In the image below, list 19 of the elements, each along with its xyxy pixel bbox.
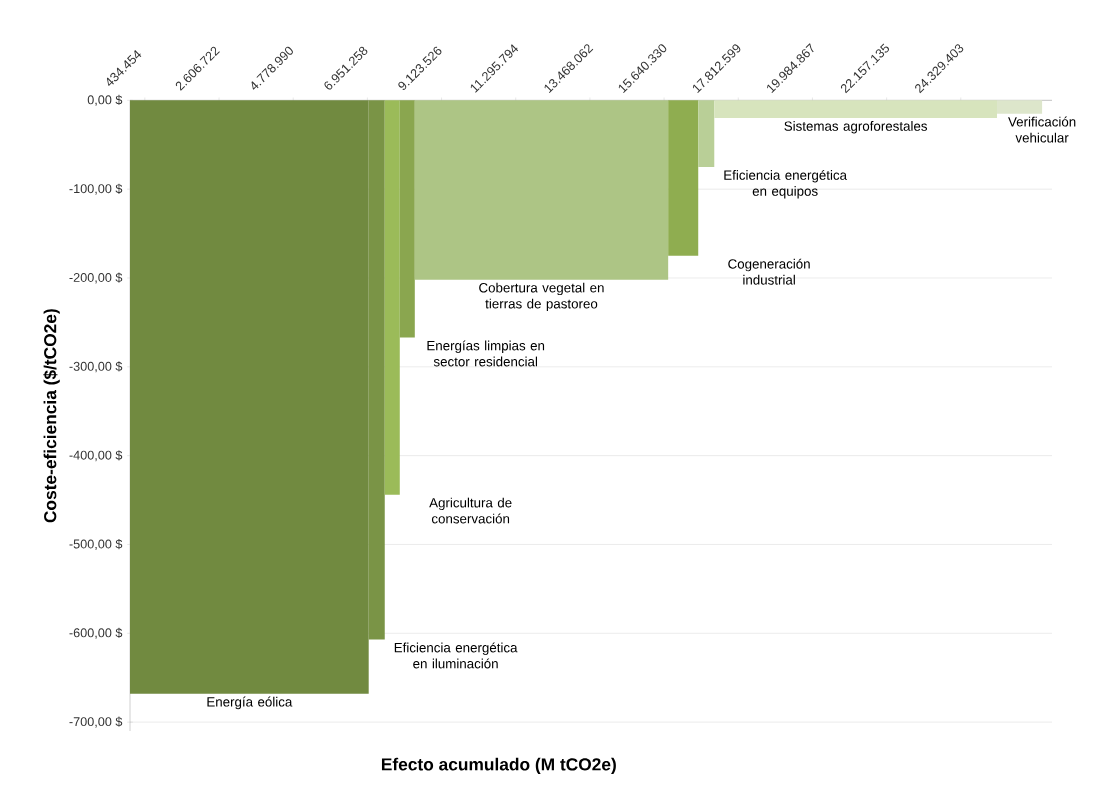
y-tick-label: -600,00 $ bbox=[69, 627, 123, 639]
x-axis-title: Efecto acumulado (M tCO2e) bbox=[381, 757, 616, 774]
y-tick-label: -400,00 $ bbox=[69, 450, 123, 462]
y-tick-label: -700,00 $ bbox=[69, 716, 123, 728]
series-label: Sistemas agroforestales bbox=[784, 121, 928, 134]
y-tick-label: 0,00 $ bbox=[87, 94, 123, 106]
series-label: Energías limpias en sector residencial bbox=[427, 340, 545, 367]
y-tick-label: -500,00 $ bbox=[69, 538, 123, 550]
series-label: Energía eólica bbox=[207, 696, 293, 710]
text: Agricultura de conservación bbox=[429, 497, 512, 524]
series-label: Eficiencia energética en iluminación bbox=[394, 642, 518, 669]
series-label: Cobertura vegetal en tierras de pastoreo bbox=[479, 282, 604, 312]
y-tick-label: -200,00 $ bbox=[69, 272, 123, 284]
series-label: Eficiencia energética en equipos bbox=[724, 169, 848, 199]
y-axis-title: Coste-eficiencia ($/tCO2e) bbox=[43, 309, 60, 523]
series-label: Verificación vehicular bbox=[1008, 116, 1076, 143]
text: Cogeneración industrial bbox=[728, 258, 810, 285]
y-tick-label: -100,00 $ bbox=[69, 183, 123, 195]
y-tick-label: -300,00 $ bbox=[69, 361, 123, 373]
